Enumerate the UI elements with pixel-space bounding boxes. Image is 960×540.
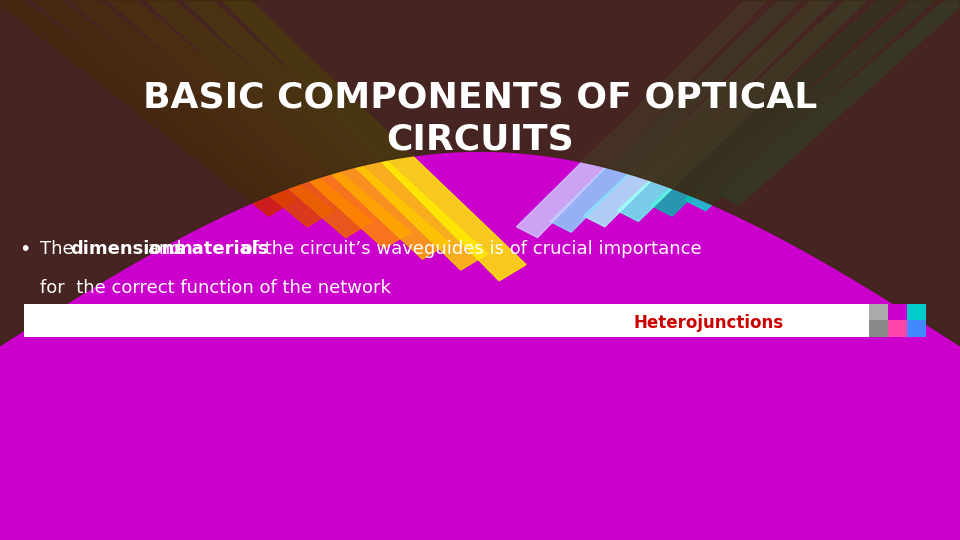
Polygon shape bbox=[584, 0, 845, 227]
Polygon shape bbox=[718, 0, 960, 205]
Polygon shape bbox=[134, 0, 449, 259]
Polygon shape bbox=[0, 0, 960, 346]
Bar bbox=[869, 320, 888, 337]
Text: BASIC COMPONENTS OF OPTICAL
CIRCUITS: BASIC COMPONENTS OF OPTICAL CIRCUITS bbox=[143, 81, 817, 157]
Text: dimensions: dimensions bbox=[70, 240, 185, 258]
Polygon shape bbox=[19, 0, 334, 227]
Bar bbox=[907, 303, 926, 320]
Text: of the circuit’s waveguides is of crucial importance: of the circuit’s waveguides is of crucia… bbox=[236, 240, 702, 258]
Polygon shape bbox=[550, 0, 811, 232]
Polygon shape bbox=[617, 0, 878, 221]
Bar bbox=[24, 303, 926, 337]
Polygon shape bbox=[651, 0, 912, 216]
Bar bbox=[869, 303, 888, 320]
Polygon shape bbox=[0, 0, 296, 216]
Polygon shape bbox=[684, 0, 946, 211]
Polygon shape bbox=[96, 0, 411, 248]
Polygon shape bbox=[516, 0, 778, 238]
Polygon shape bbox=[173, 0, 488, 270]
Bar bbox=[888, 320, 907, 337]
Text: for  the correct function of the network: for the correct function of the network bbox=[40, 279, 391, 297]
Text: •: • bbox=[19, 240, 31, 259]
Bar bbox=[907, 320, 926, 337]
Text: materials: materials bbox=[174, 240, 269, 258]
Polygon shape bbox=[58, 0, 372, 238]
Text: The: The bbox=[40, 240, 80, 258]
Bar bbox=[888, 303, 907, 320]
Text: and: and bbox=[142, 240, 187, 258]
Text: Heterojunctions: Heterojunctions bbox=[634, 314, 783, 332]
Polygon shape bbox=[211, 0, 526, 281]
